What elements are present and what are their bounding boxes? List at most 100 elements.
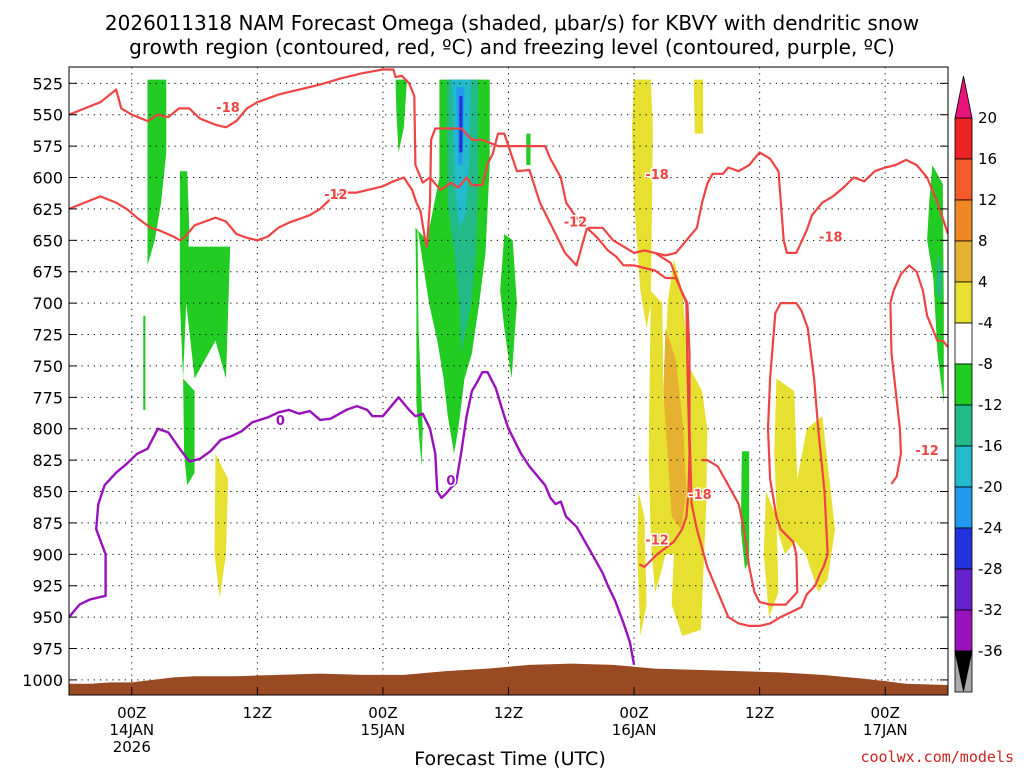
x-tick-label-30-0: 00Z [368, 704, 397, 722]
y-tick-label-975: 975 [32, 640, 63, 659]
y-tick-label-725: 725 [32, 326, 63, 345]
x-tick-label-6-2: 2026 [113, 738, 151, 756]
y-tick-label-800: 800 [32, 420, 63, 439]
y-tick-label-825: 825 [32, 451, 63, 470]
colorbar-swatch-0 [954, 117, 973, 160]
colorbar-label-8: -16 [978, 437, 1003, 455]
x-tick-label-18-0: 12Z [243, 704, 272, 722]
omega-region-2 [183, 246, 231, 379]
title-line-1: 2026011318 NAM Forecast Omega (shaded, μ… [105, 11, 919, 35]
colorbar-label-2: 12 [978, 191, 997, 209]
colorbar-swatch-11 [954, 568, 973, 611]
x-tick-label-66-0: 12Z [745, 704, 774, 722]
title-line-2: growth region (contoured, red, ºC) and f… [129, 35, 895, 59]
terrain-fill [69, 663, 948, 695]
colorbar-swatch-4 [954, 281, 973, 324]
contour-labels: -18 -12 -18 -12 -18 -18 -12 -12 0 0 [215, 100, 941, 550]
y-tick-label-625: 625 [32, 200, 63, 219]
omega-region-10 [927, 165, 944, 404]
colorbar-label-12: -32 [978, 601, 1003, 619]
omega-region-7 [526, 133, 531, 165]
colorbar-label-3: 8 [978, 232, 988, 250]
credit-text: coolwx.com/models [860, 748, 1014, 766]
y-tick-label-525: 525 [32, 74, 63, 93]
colorbar-label-9: -20 [978, 478, 1003, 496]
colorbar-top-arrow [954, 75, 973, 119]
omega-region-0 [147, 79, 167, 266]
x-tick-label-42-0: 12Z [494, 704, 523, 722]
y-tick-label-575: 575 [32, 137, 63, 156]
omega-region-1 [179, 171, 190, 379]
colorbar-swatch-5 [954, 322, 973, 365]
colorbar-swatch-12 [954, 609, 973, 652]
colorbar-swatch-8 [954, 445, 973, 488]
plot-background [69, 67, 948, 695]
colorbar-label-5: -4 [978, 314, 993, 332]
omega-region-16 [632, 79, 653, 329]
colorbar-label-4: 4 [978, 273, 988, 291]
contours [69, 68, 948, 666]
terrain [69, 663, 948, 695]
contour-label-6: -12 [645, 533, 669, 548]
omega-region-8 [500, 234, 517, 379]
omega-region-3 [143, 315, 146, 410]
x-tick-label-54-0: 00Z [619, 704, 648, 722]
colorbar-swatch-6 [954, 363, 973, 406]
contour-label-0: -18 [216, 101, 240, 116]
omega-region-9 [740, 451, 750, 570]
plot-area: -18 -12 -18 -12 -18 -18 -12 -12 0 0 [68, 66, 949, 696]
contour-label-4: -18 [819, 231, 843, 246]
omega-region-5 [395, 79, 407, 153]
y-tick-label-1000: 1000 [22, 671, 63, 690]
contour-label-5: -18 [688, 488, 712, 503]
y-tick-label-550: 550 [32, 106, 63, 125]
contour-label-8: 0 [276, 414, 285, 429]
dendritic-contour-0 [69, 68, 948, 267]
dendritic-contour-2 [69, 127, 691, 569]
x-tick-label-78-1: 17JAN [863, 721, 908, 739]
colorbar-label-0: 20 [978, 109, 997, 127]
colorbar: 20 16 12 8 4 -4 -8 -12 -16 -20 -24 -28 -32 -36 [954, 75, 1003, 693]
omega-region-15 [459, 95, 463, 153]
colorbar-swatch-3 [954, 240, 973, 283]
y-tick-label-950: 950 [32, 608, 63, 627]
x-tick-label-6-1: 14JAN [109, 721, 154, 739]
x-tick-label-30-1: 15JAN [361, 721, 406, 739]
colorbar-swatch-10 [954, 527, 973, 570]
contour-label-7: -12 [915, 444, 939, 459]
contour-label-2: -18 [645, 168, 669, 183]
dendritic-contour-1 [654, 251, 829, 628]
colorbar-swatch-7 [954, 404, 973, 447]
y-tick-label-700: 700 [32, 294, 63, 313]
colorbar-label-13: -36 [978, 642, 1003, 660]
y-tick-label-750: 750 [32, 357, 63, 376]
y-tick-label-650: 650 [32, 231, 63, 250]
y-tick-label-900: 900 [32, 545, 63, 564]
omega-region-17 [693, 79, 704, 134]
x-axis-label: Forecast Time (UTC) [414, 748, 605, 768]
colorbar-swatch-9 [954, 486, 973, 529]
omega-region-19 [637, 491, 647, 636]
omega-region-12 [936, 252, 943, 304]
colorbar-swatch-1 [954, 158, 973, 201]
y-tick-label-925: 925 [32, 577, 63, 596]
colorbar-swatch-2 [954, 199, 973, 242]
colorbar-label-7: -12 [978, 396, 1003, 414]
colorbar-label-1: 16 [978, 150, 997, 168]
colorbar-label-10: -24 [978, 519, 1003, 537]
y-tick-label-775: 775 [32, 388, 63, 407]
omega-region-21 [763, 491, 779, 618]
x-tick-label-78-0: 00Z [871, 704, 900, 722]
omega-region-22 [214, 453, 229, 599]
freezing-level-contour [69, 371, 636, 666]
contour-label-9: 0 [446, 474, 455, 489]
colorbar-bottom-arrow [954, 650, 973, 692]
contour-label-1: -12 [324, 188, 348, 203]
colorbar-label-6: -8 [978, 355, 993, 373]
contour-label-3: -12 [564, 215, 588, 230]
omega-region-23 [663, 328, 687, 530]
omega-shading [143, 79, 944, 636]
y-tick-label-600: 600 [32, 169, 63, 188]
y-tick-label-875: 875 [32, 514, 63, 533]
